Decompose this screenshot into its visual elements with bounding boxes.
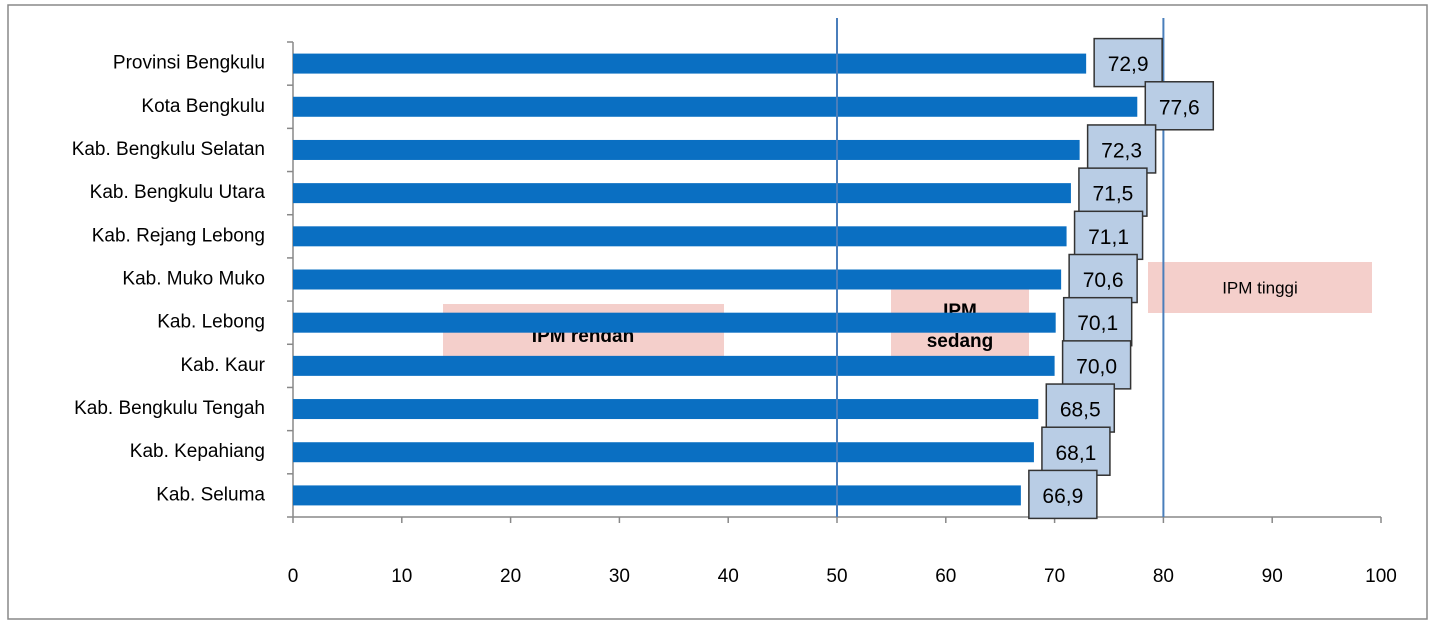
- x-tick-label: 100: [1365, 566, 1397, 587]
- x-tick-label: 90: [1262, 566, 1283, 587]
- value-label-box: [1041, 426, 1111, 476]
- value-label-box: [1086, 124, 1157, 174]
- annotation: IPM tinggi: [1222, 278, 1298, 297]
- value-label: 70,6: [1083, 269, 1124, 292]
- value-label-box: [1073, 210, 1144, 261]
- value-label-box: [1144, 81, 1215, 131]
- x-tick-label: 50: [826, 566, 847, 587]
- value-label-box: [1078, 167, 1148, 217]
- y-tick-label: Kab. Rejang Lebong: [92, 225, 265, 246]
- bar: [293, 485, 1021, 506]
- value-label: 71,1: [1088, 226, 1129, 249]
- x-tick-label: 30: [609, 566, 630, 587]
- y-tick-label: Kab. Bengkulu Tengah: [74, 398, 265, 419]
- value-label: 68,5: [1060, 399, 1101, 422]
- bar: [293, 442, 1034, 463]
- bar: [293, 53, 1087, 74]
- bar: [293, 139, 1080, 160]
- x-tick-label: 0: [288, 566, 299, 587]
- value-label: 71,5: [1092, 183, 1133, 206]
- value-label-box: [1093, 37, 1163, 88]
- value-label: 68,1: [1055, 442, 1096, 465]
- bar: [293, 226, 1067, 247]
- value-label-box: [1028, 469, 1098, 520]
- x-tick-label: 10: [391, 566, 412, 587]
- x-tick-label: 20: [500, 566, 521, 587]
- y-tick-label: Provinsi Bengkulu: [113, 53, 265, 74]
- annotation: sedang: [927, 331, 994, 352]
- x-tick-label: 70: [1044, 566, 1065, 587]
- bar: [293, 399, 1039, 420]
- bar: [293, 312, 1056, 333]
- y-tick-label: Kab. Bengkulu Utara: [90, 182, 266, 203]
- y-tick-label: Kab. Lebong: [157, 312, 265, 333]
- value-label-box: [1062, 296, 1133, 347]
- value-label: 66,9: [1042, 485, 1083, 508]
- bar: [293, 355, 1055, 376]
- x-tick-label: 60: [935, 566, 956, 587]
- y-tick-label: Kab. Kepahiang: [130, 441, 265, 462]
- value-label: 72,3: [1101, 140, 1142, 163]
- value-label-box: [1068, 253, 1138, 304]
- value-label-box: [1045, 383, 1116, 433]
- value-label-box: [1061, 340, 1132, 390]
- annotation-box: [1148, 262, 1372, 313]
- y-tick-label: Kab. Bengkulu Selatan: [72, 139, 265, 160]
- value-label: 72,9: [1108, 53, 1149, 76]
- bar: [293, 96, 1138, 117]
- y-tick-label: Kab. Muko Muko: [122, 269, 265, 290]
- y-tick-label: Kab. Seluma: [156, 484, 265, 505]
- y-tick-label: Kab. Kaur: [181, 355, 266, 376]
- bar: [293, 183, 1071, 204]
- value-label: 70,0: [1076, 355, 1117, 378]
- bar: [293, 269, 1062, 290]
- x-tick-label: 80: [1153, 566, 1174, 587]
- value-label: 70,1: [1077, 312, 1118, 335]
- y-tick-label: Kota Bengkulu: [141, 96, 265, 117]
- x-tick-label: 40: [718, 566, 739, 587]
- value-label: 77,6: [1159, 96, 1200, 119]
